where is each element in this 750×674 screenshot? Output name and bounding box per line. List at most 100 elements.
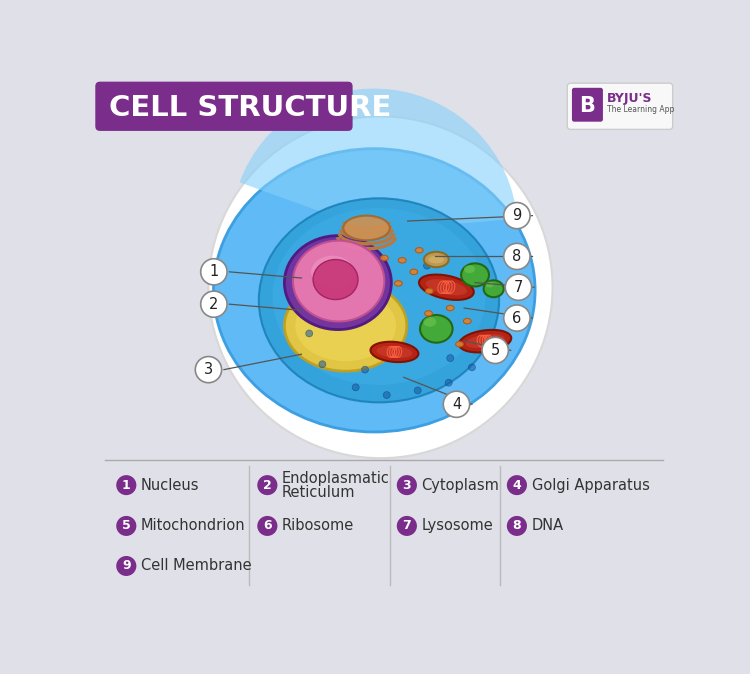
Text: Reticulum: Reticulum — [282, 485, 356, 500]
Text: 8: 8 — [512, 249, 521, 264]
Text: Mitochondrion: Mitochondrion — [141, 518, 246, 533]
Text: 9: 9 — [512, 208, 521, 223]
Ellipse shape — [419, 274, 474, 300]
Text: The Learning App: The Learning App — [607, 105, 674, 114]
Text: 4: 4 — [452, 397, 461, 412]
Text: 2: 2 — [263, 479, 272, 491]
Text: CELL STRUCTURE: CELL STRUCTURE — [110, 94, 392, 122]
Circle shape — [116, 516, 136, 536]
Circle shape — [504, 203, 530, 228]
Text: 3: 3 — [204, 362, 213, 377]
Text: Cell Membrane: Cell Membrane — [141, 559, 252, 574]
Circle shape — [507, 475, 527, 495]
Ellipse shape — [313, 259, 358, 299]
Ellipse shape — [398, 257, 406, 263]
Text: 6: 6 — [512, 311, 521, 326]
Ellipse shape — [446, 305, 454, 311]
FancyBboxPatch shape — [572, 88, 603, 122]
Ellipse shape — [376, 346, 412, 358]
Ellipse shape — [293, 241, 384, 321]
Text: B: B — [580, 96, 596, 115]
Circle shape — [195, 357, 222, 383]
Circle shape — [506, 274, 532, 301]
Text: 1: 1 — [209, 264, 218, 279]
Text: Lysosome: Lysosome — [422, 518, 494, 533]
Ellipse shape — [425, 288, 433, 294]
Ellipse shape — [464, 318, 471, 324]
Circle shape — [324, 262, 332, 269]
Circle shape — [443, 391, 470, 417]
Ellipse shape — [420, 315, 452, 342]
Circle shape — [504, 243, 530, 270]
Circle shape — [447, 355, 454, 361]
FancyBboxPatch shape — [95, 82, 352, 131]
Ellipse shape — [259, 198, 499, 402]
Text: 8: 8 — [512, 520, 521, 532]
Text: DNA: DNA — [532, 518, 564, 533]
Ellipse shape — [466, 334, 505, 348]
Circle shape — [257, 516, 278, 536]
Ellipse shape — [311, 255, 354, 288]
Ellipse shape — [410, 269, 418, 274]
Text: BYJU'S: BYJU'S — [607, 92, 652, 105]
Wedge shape — [239, 88, 518, 231]
Circle shape — [482, 337, 508, 363]
Text: 1: 1 — [122, 479, 130, 491]
Circle shape — [360, 256, 367, 263]
Circle shape — [116, 556, 136, 576]
Ellipse shape — [416, 247, 423, 253]
Ellipse shape — [423, 317, 436, 327]
Text: Cytoplasm: Cytoplasm — [422, 478, 500, 493]
Ellipse shape — [214, 149, 535, 432]
Circle shape — [507, 516, 527, 536]
Circle shape — [362, 366, 368, 373]
Ellipse shape — [426, 279, 467, 295]
Text: 7: 7 — [514, 280, 523, 295]
Ellipse shape — [284, 236, 392, 330]
Text: 2: 2 — [209, 297, 218, 311]
Circle shape — [209, 117, 553, 458]
Circle shape — [352, 384, 359, 391]
Circle shape — [397, 475, 417, 495]
Circle shape — [504, 305, 530, 331]
Ellipse shape — [456, 342, 464, 347]
Circle shape — [414, 387, 422, 394]
Circle shape — [424, 262, 430, 269]
Ellipse shape — [461, 264, 489, 286]
Ellipse shape — [272, 208, 485, 385]
Ellipse shape — [485, 282, 494, 288]
Circle shape — [479, 341, 486, 348]
Text: Nucleus: Nucleus — [141, 478, 200, 493]
Ellipse shape — [344, 216, 390, 240]
FancyBboxPatch shape — [567, 83, 673, 129]
Text: 3: 3 — [403, 479, 411, 491]
Text: 7: 7 — [403, 520, 411, 532]
Ellipse shape — [428, 255, 444, 264]
Circle shape — [116, 475, 136, 495]
Ellipse shape — [394, 280, 402, 286]
Ellipse shape — [424, 311, 433, 316]
Text: 9: 9 — [122, 559, 130, 572]
Circle shape — [344, 268, 352, 275]
Text: 6: 6 — [263, 520, 272, 532]
Circle shape — [257, 475, 278, 495]
Circle shape — [397, 516, 417, 536]
Circle shape — [306, 276, 313, 283]
Circle shape — [201, 259, 227, 285]
Text: 5: 5 — [490, 343, 500, 358]
Circle shape — [201, 291, 227, 317]
Circle shape — [306, 330, 313, 337]
Ellipse shape — [370, 342, 419, 362]
Text: 5: 5 — [122, 520, 130, 532]
Text: Ribosome: Ribosome — [282, 518, 354, 533]
Circle shape — [446, 379, 452, 386]
Text: Endoplasmatic: Endoplasmatic — [282, 472, 390, 487]
Text: 4: 4 — [512, 479, 521, 491]
Ellipse shape — [424, 252, 448, 267]
Ellipse shape — [464, 265, 475, 273]
Ellipse shape — [284, 280, 406, 371]
Ellipse shape — [459, 330, 512, 353]
Circle shape — [314, 297, 320, 304]
Ellipse shape — [380, 255, 388, 261]
Ellipse shape — [296, 290, 396, 361]
